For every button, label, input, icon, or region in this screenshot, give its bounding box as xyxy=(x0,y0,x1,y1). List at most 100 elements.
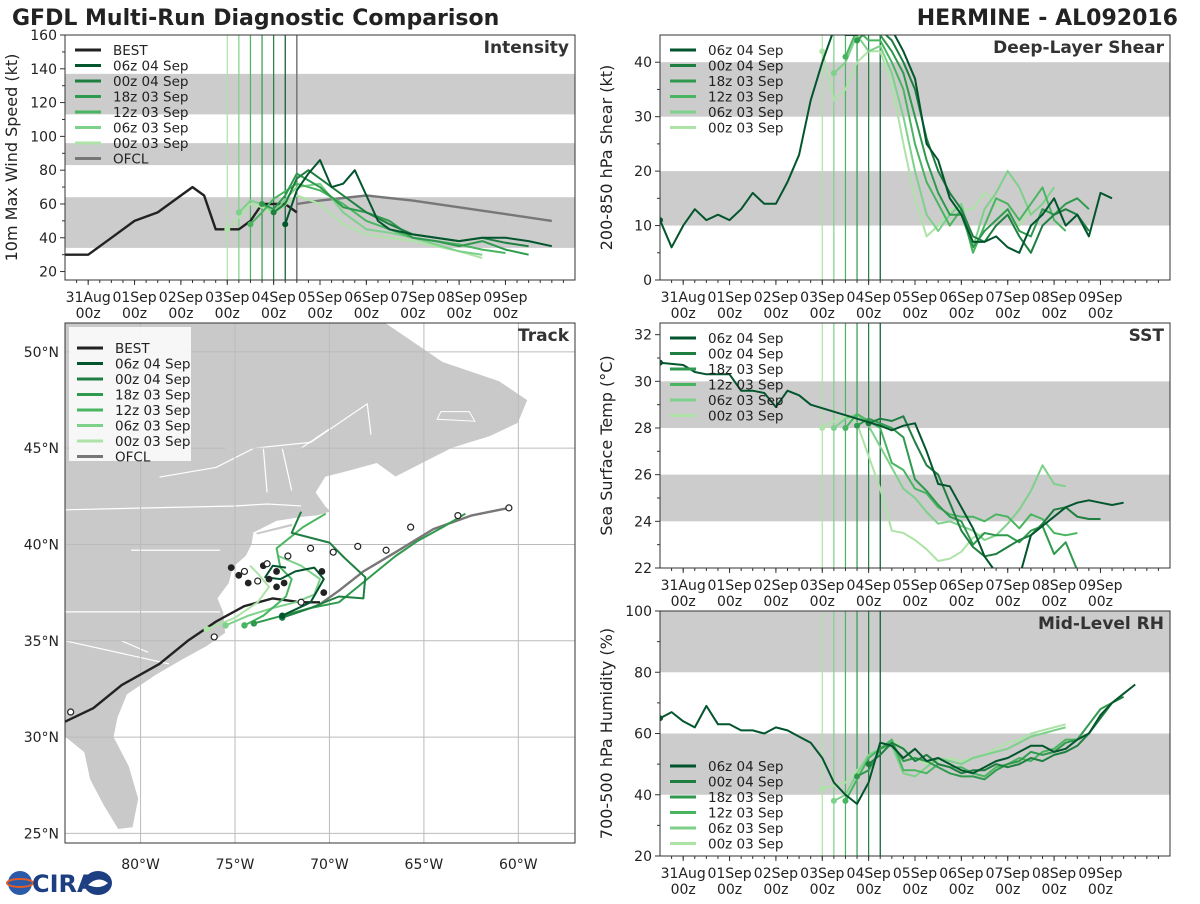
track-run-line xyxy=(206,564,270,631)
intensity-xtick-label: 31Aug xyxy=(66,290,111,306)
shear-run-start-marker xyxy=(660,217,663,224)
track-xtick-label: 75°W xyxy=(216,857,255,873)
shear-xtick-label: 06Sep xyxy=(939,290,983,306)
shear-xtick-label: 00z xyxy=(763,306,788,322)
intensity-xtick-label: 00z xyxy=(307,306,332,322)
shear-run-line xyxy=(821,50,1032,238)
track-best-marker xyxy=(227,564,235,571)
track-run-start-marker xyxy=(203,626,210,633)
sst-legend-label: 06z 03 Sep xyxy=(708,393,783,409)
shear-xtick-label: 01Sep xyxy=(707,290,751,306)
shear-run-start-marker xyxy=(830,70,837,77)
track-run-line xyxy=(264,564,325,617)
shear-xtick-label: 00z xyxy=(856,306,881,322)
intensity-xtick-label: 02Sep xyxy=(159,290,203,306)
shear-legend-label: 00z 04 Sep xyxy=(708,59,783,75)
sst-ytick-label: 26 xyxy=(634,468,652,484)
shear-xtick-label: 09Sep xyxy=(1078,290,1122,306)
sst-panel: 22242628303231Aug00z01Sep00z02Sep00z03Se… xyxy=(597,322,1171,610)
intensity-ytick-label: 160 xyxy=(30,28,57,44)
track-ofcl-marker xyxy=(210,633,218,641)
shear-legend-label: 06z 04 Sep xyxy=(708,43,783,59)
shear-xtick-label: 00z xyxy=(902,306,927,322)
sst-legend-label: 06z 04 Sep xyxy=(708,331,783,347)
intensity-xtick-label: 05Sep xyxy=(298,290,342,306)
intensity-legend-label: 18z 03 Sep xyxy=(113,90,188,106)
rh-xtick-label: 02Sep xyxy=(754,866,798,882)
shear-xtick-label: 00z xyxy=(949,306,974,322)
shear-run-start-marker xyxy=(866,27,872,33)
intensity-run-line xyxy=(226,194,483,259)
rh-legend-label: 00z 04 Sep xyxy=(708,775,783,791)
intensity-ytick-label: 100 xyxy=(30,129,57,145)
intensity-legend-label: 06z 03 Sep xyxy=(113,121,188,137)
sst-ytick-label: 30 xyxy=(634,374,652,390)
intensity-xtick-label: 04Sep xyxy=(252,290,296,306)
shear-xtick-label: 00z xyxy=(810,306,835,322)
rh-run-start-marker xyxy=(865,761,872,768)
sst-xtick-label: 00z xyxy=(856,594,881,610)
sst-legend-label: 12z 03 Sep xyxy=(708,378,783,394)
intensity-run-start-marker xyxy=(270,209,277,216)
intensity-xtick-label: 00z xyxy=(215,306,240,322)
shear-run-line xyxy=(884,35,1090,254)
track-run-start-marker xyxy=(250,620,258,627)
rh-title: Mid-Level RH xyxy=(1038,614,1164,634)
shear-xtick-label: 04Sep xyxy=(847,290,891,306)
shear-ytick-label: 10 xyxy=(634,219,652,235)
intensity-run-start-marker xyxy=(282,221,289,228)
track-xtick-label: 65°W xyxy=(405,857,444,873)
sst-legend-label: 18z 03 Sep xyxy=(708,362,783,378)
shear-xtick-label: 31Aug xyxy=(661,290,706,306)
rh-xtick-label: 00z xyxy=(995,882,1020,898)
sst-xtick-label: 00z xyxy=(1042,594,1067,610)
track-run-start-marker xyxy=(241,622,248,629)
track-ofcl-marker xyxy=(67,708,75,716)
intensity-run-line xyxy=(249,182,506,254)
rh-legend-label: 12z 03 Sep xyxy=(708,806,783,822)
sst-run-line xyxy=(833,413,1066,541)
intensity-xtick-label: 00z xyxy=(447,306,472,322)
rh-xtick-label: 00z xyxy=(949,882,974,898)
track-ofcl-marker xyxy=(407,523,415,531)
rh-xtick-label: 05Sep xyxy=(893,866,937,882)
sst-ytick-label: 22 xyxy=(634,561,652,577)
shear-ytick-label: 0 xyxy=(643,273,652,289)
rh-xtick-label: 00z xyxy=(763,882,788,898)
intensity-xtick-label: 00z xyxy=(354,306,379,322)
track-ofcl-marker xyxy=(284,552,292,560)
shear-run-start-marker xyxy=(842,53,849,60)
track-ofcl-marker xyxy=(306,544,315,552)
sst-ytick-label: 28 xyxy=(634,421,652,437)
intensity-xtick-label: 00z xyxy=(168,306,193,322)
intensity-ytick-label: 20 xyxy=(39,265,57,281)
rh-band xyxy=(660,611,1170,673)
rh-xtick-label: 00z xyxy=(1042,882,1067,898)
intensity-best-line xyxy=(65,185,298,256)
shear-title: Deep-Layer Shear xyxy=(993,38,1164,58)
globe-icon xyxy=(8,871,32,895)
sst-xtick-label: 04Sep xyxy=(847,578,891,594)
sst-run-line xyxy=(660,361,1124,568)
track-ofcl-marker xyxy=(454,511,462,520)
sst-xtick-label: 00z xyxy=(671,594,696,610)
track-legend-label: BEST xyxy=(115,341,150,357)
sst-ytick-label: 24 xyxy=(634,514,652,530)
intensity-run-start-marker xyxy=(247,221,254,228)
shear-run-line xyxy=(844,35,1067,254)
rh-xtick-label: 00z xyxy=(717,882,742,898)
track-legend-label: 00z 04 Sep xyxy=(115,372,190,388)
shear-xtick-label: 00z xyxy=(1042,306,1067,322)
rh-legend-label: 18z 03 Sep xyxy=(708,790,783,806)
intensity-xtick-label: 03Sep xyxy=(205,290,249,306)
shear-panel: 01020304031Aug00z01Sep00z02Sep00z03Sep00… xyxy=(597,27,1171,322)
track-ytick-label: 30°N xyxy=(24,730,59,746)
sst-run-line xyxy=(844,413,1078,537)
shear-ytick-label: 20 xyxy=(634,164,652,180)
track-best-marker xyxy=(273,583,280,591)
border-line xyxy=(65,503,302,511)
rh-panel: 2040608010031Aug00z01Sep00z02Sep00z03Sep… xyxy=(597,604,1171,898)
rh-ytick-label: 40 xyxy=(634,788,652,804)
rh-band xyxy=(660,733,1170,795)
